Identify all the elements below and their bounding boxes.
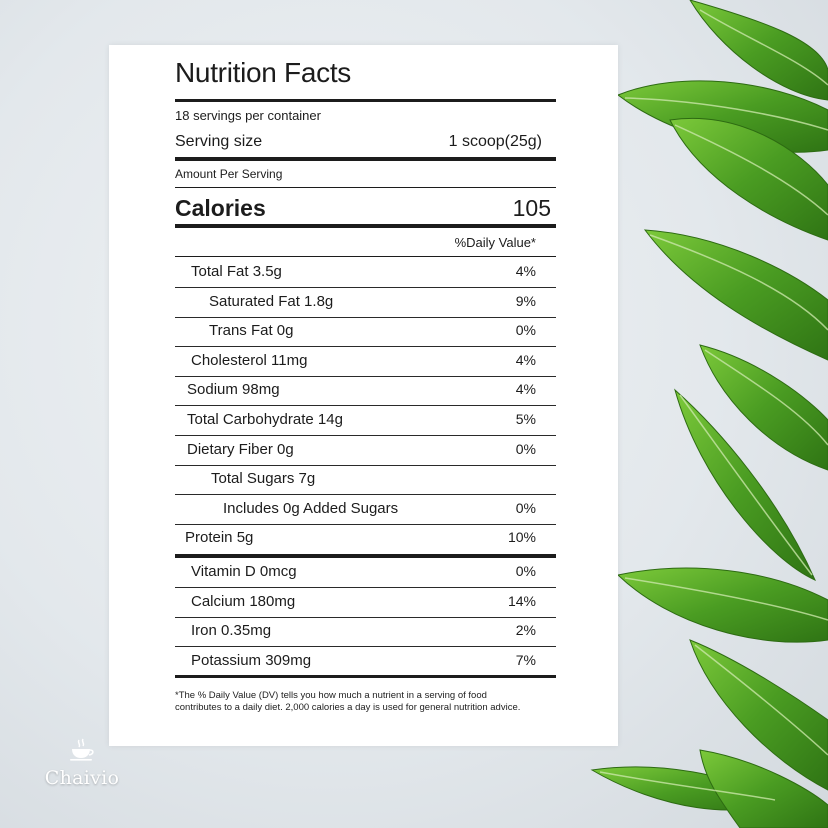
nutrient-name: Total Carbohydrate 14g [187, 411, 343, 428]
amount-per-serving: Amount Per Serving [175, 167, 283, 181]
serving-size-value: 1 scoop(25g) [448, 133, 542, 150]
vitamin-name: Potassium 309mg [191, 651, 312, 669]
divider-thick [175, 224, 556, 228]
nutrient-row: Total Sugars 7g [175, 465, 556, 496]
nutrient-name: Total Fat 3.5g [191, 263, 282, 280]
vitamin-name: Iron 0.35mg [191, 622, 272, 640]
nutrient-daily-value: 9% [515, 292, 536, 309]
footnote: *The % Daily Value (DV) tells you how mu… [175, 690, 521, 713]
vitamin-daily-value: 0% [515, 563, 536, 579]
vitamin-row: Potassium 309mg 7% [175, 647, 556, 676]
nutrient-daily-value: 4% [515, 263, 536, 279]
nutrient-name: Total Sugars 7g [211, 470, 316, 488]
nutrient-name: Protein 5g [185, 529, 254, 547]
nutrient-name: Includes 0g Added Sugars [223, 499, 399, 517]
calories-value: 105 [512, 195, 551, 221]
calories-label: Calories [175, 195, 266, 221]
vitamin-daily-value: 7% [515, 651, 536, 668]
divider-thin [175, 256, 556, 257]
nutrient-daily-value: 0% [515, 440, 536, 457]
nutrient-row: Trans Fat 0g 0% [175, 317, 556, 348]
divider-thick [175, 99, 556, 102]
nutrient-row: Dietary Fiber 0g 0% [175, 436, 556, 466]
vitamin-row: Vitamin D 0mcg 0% [175, 558, 556, 588]
nutrient-daily-value: 4% [515, 381, 536, 398]
nutrient-row: Total Fat 3.5g 4% [175, 258, 556, 288]
nutrient-daily-value: 0% [515, 499, 536, 516]
vitamin-daily-value: 14% [507, 592, 536, 609]
nutrient-name: Sodium 98mg [187, 381, 280, 399]
daily-value-header: %Daily Value* [454, 235, 536, 250]
brand-logo: Chaivio [34, 738, 130, 789]
label-title: Nutrition Facts [175, 57, 351, 88]
nutrient-row: Includes 0g Added Sugars 0% [175, 495, 556, 525]
nutrient-daily-value: 10% [507, 529, 536, 546]
teacup-icon [70, 738, 94, 761]
nutrient-row: Protein 5g 10% [175, 524, 556, 553]
nutrient-row: Sodium 98mg 4% [175, 376, 556, 407]
vitamin-name: Calcium 180mg [191, 592, 296, 610]
serving-size-label: Serving size [175, 133, 263, 150]
servings-per-container: 18 servings per container [175, 108, 321, 123]
vitamin-row: Iron 0.35mg 2% [175, 617, 556, 648]
nutrient-daily-value: 0% [515, 322, 536, 339]
nutrient-row: Total Carbohydrate 14g 5% [175, 406, 556, 436]
divider-thin [175, 187, 556, 188]
nutrient-row: Saturated Fat 1.8g 9% [175, 288, 556, 318]
divider-thick [175, 675, 556, 678]
nutrient-name: Saturated Fat 1.8g [209, 292, 334, 310]
divider-thick [175, 554, 556, 558]
vitamin-daily-value: 2% [515, 622, 536, 639]
vitamin-name: Vitamin D 0mcg [191, 563, 297, 580]
divider-thick [175, 157, 556, 161]
nutrient-daily-value: 5% [515, 411, 536, 427]
vitamin-row: Calcium 180mg 14% [175, 588, 556, 618]
nutrient-daily-value: 4% [515, 351, 536, 368]
brand-name: Chaivio [44, 767, 120, 789]
nutrient-row: Cholesterol 11mg 4% [175, 347, 556, 377]
nutrition-label-panel: Nutrition Facts 18 servings per containe… [109, 45, 618, 746]
nutrient-name: Dietary Fiber 0g [187, 440, 294, 458]
nutrient-name: Cholesterol 11mg [191, 351, 308, 369]
nutrient-name: Trans Fat 0g [209, 322, 294, 340]
